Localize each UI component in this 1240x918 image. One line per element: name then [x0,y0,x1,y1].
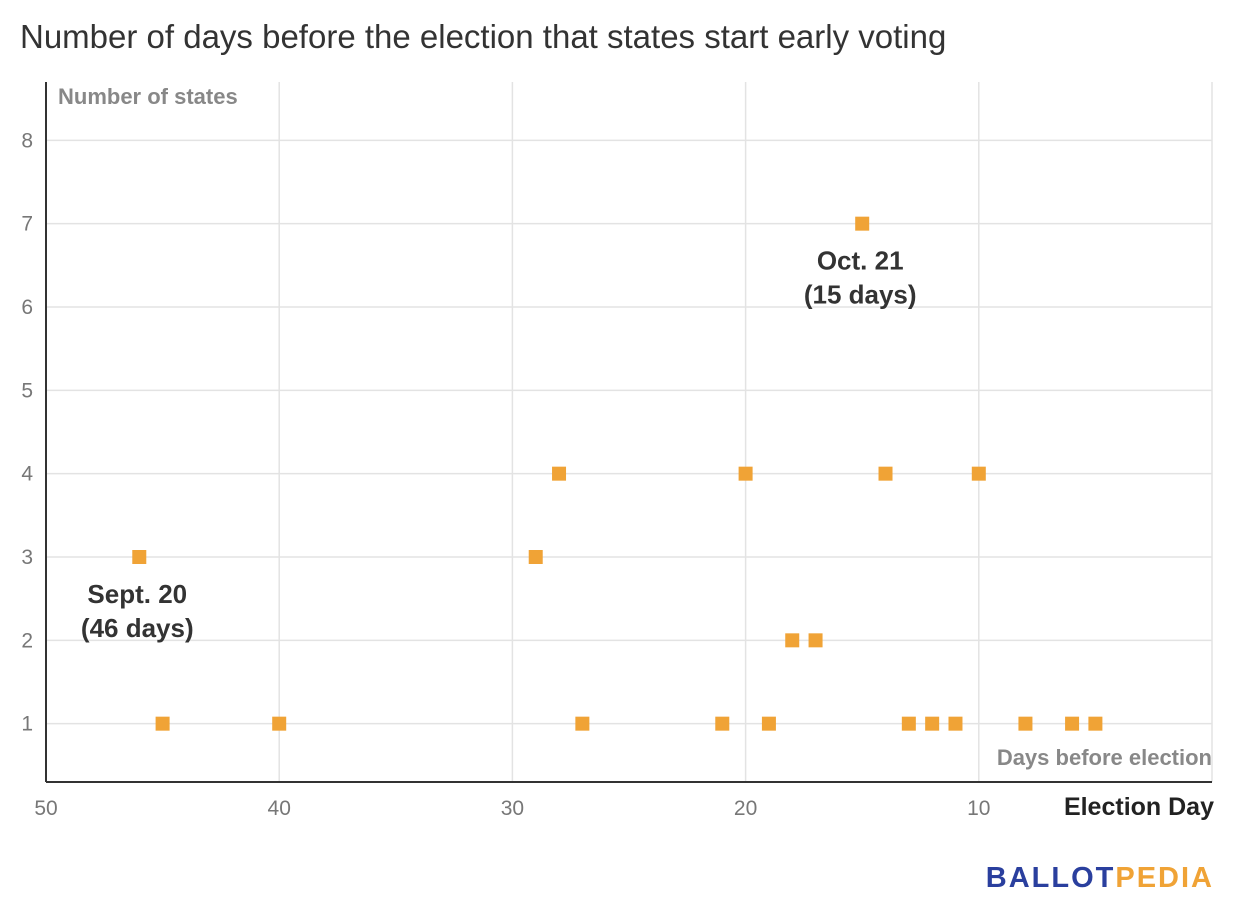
data-point [761,716,776,731]
y-tick-label: 2 [21,629,33,652]
y-tick-label: 1 [21,713,33,736]
x-tick-label: 20 [734,797,757,820]
data-point [1065,716,1080,731]
data-point [808,633,823,648]
ballotpedia-logo: BALLOTPEDIA [986,862,1214,895]
axis-labels: 1 2 3 4 5 6 7 8 50 40 30 20 10 Number of states Days b… [21,84,1214,821]
x-tick-label: 10 [967,797,990,820]
data-point [738,466,753,481]
data-point [878,466,893,481]
annotation-label: (46 days) [81,613,194,643]
data-point [971,466,986,481]
data-point [528,550,543,564]
x-tick-label: 30 [501,797,524,820]
y-tick-label: 6 [21,296,33,319]
y-axis-label: Number of states [58,84,238,109]
chart-title: Number of days before the election that … [20,18,947,55]
annotations: Sept. 20 (46 days) Oct. 21 (15 days) [81,246,917,643]
x-axis-label: Days before election [997,745,1212,770]
data-point [1018,716,1033,731]
data-point [575,716,590,731]
data-point [901,716,916,731]
annotation-label: Sept. 20 [87,579,187,609]
data-points [132,216,1103,731]
gridlines [46,82,1213,782]
x-tick-label: 40 [268,797,291,820]
data-point [925,716,940,731]
annotation-label: (15 days) [804,280,917,310]
annotation-label: Oct. 21 [817,246,904,276]
y-tick-label: 3 [21,546,33,569]
logo-part-ballot: BALLOT [985,862,1116,894]
y-tick-label: 4 [21,463,33,486]
data-point [552,466,567,481]
axes [45,82,1212,783]
data-point [132,550,147,564]
logo-part-pedia: PEDIA [1115,862,1214,894]
election-day-label: Election Day [1064,793,1214,821]
data-point [715,716,730,731]
data-point [272,716,287,731]
data-point [948,716,963,731]
data-point [155,716,170,731]
y-tick-label: 5 [21,379,33,402]
data-point [785,633,800,648]
data-point [855,216,870,231]
y-tick-label: 7 [21,213,33,236]
y-tick-label: 8 [21,129,33,152]
x-tick-label: 50 [34,797,57,820]
data-point [1088,716,1103,731]
